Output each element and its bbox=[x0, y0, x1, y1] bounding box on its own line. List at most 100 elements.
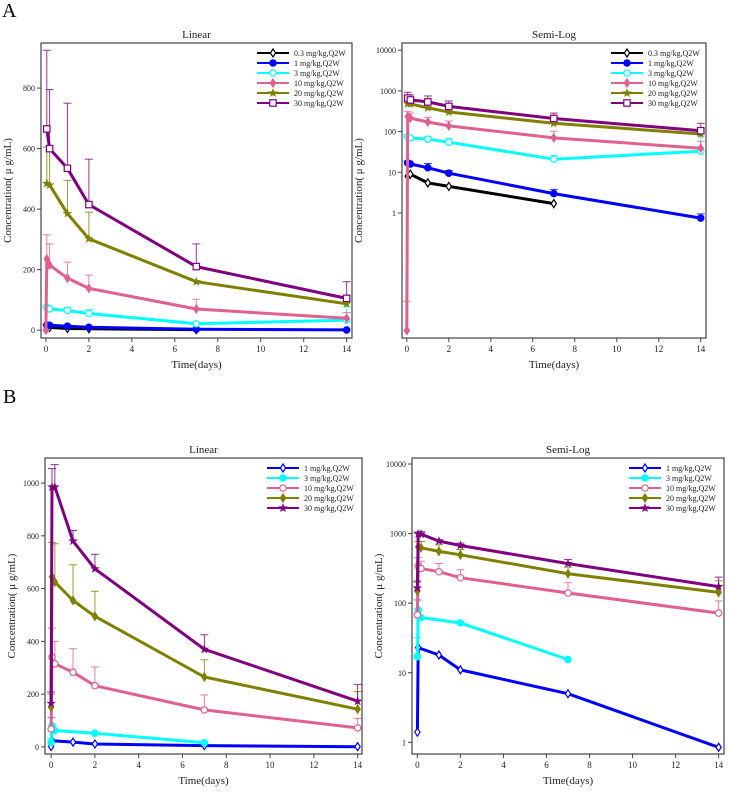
y-tick-label: 600 bbox=[23, 145, 35, 154]
x-tick-label: 2 bbox=[93, 760, 98, 770]
marker-square bbox=[42, 125, 51, 133]
marker-diamond bbox=[564, 568, 572, 579]
x-tick-label: 10 bbox=[612, 344, 622, 354]
marker-circle bbox=[445, 138, 453, 146]
x-tick-label: 14 bbox=[353, 760, 363, 770]
y-tick-label: 10 bbox=[398, 669, 406, 678]
marker-star bbox=[455, 540, 466, 550]
plot-area bbox=[41, 49, 352, 336]
marker-diamond bbox=[269, 47, 277, 59]
x-tick-label: 12 bbox=[671, 760, 680, 770]
x-tick-label: 4 bbox=[489, 344, 494, 354]
marker-diamond bbox=[201, 671, 208, 683]
marker-circle bbox=[424, 135, 432, 144]
marker-circle bbox=[549, 155, 558, 163]
marker-diamond bbox=[697, 143, 705, 154]
series-30mgkg bbox=[42, 49, 351, 303]
x-tick-label: 8 bbox=[224, 760, 229, 770]
marker-star bbox=[640, 503, 650, 513]
series-30mgkg bbox=[412, 529, 724, 593]
legend-label: 20 mg/kg,Q2W bbox=[294, 89, 344, 98]
marker-star bbox=[191, 276, 201, 286]
y-axis-label: Concentration( μ g/mL) bbox=[2, 138, 14, 243]
marker-circle bbox=[435, 567, 443, 576]
y-tick-label: 100 bbox=[384, 128, 396, 137]
marker-diamond bbox=[403, 325, 411, 336]
marker-diamond bbox=[641, 462, 649, 474]
chart-title: Semi-Log bbox=[532, 29, 576, 41]
marker-diamond bbox=[354, 741, 361, 752]
marker-square bbox=[696, 126, 705, 135]
series-30mgkg bbox=[46, 464, 362, 708]
x-tick-label: 8 bbox=[573, 344, 578, 354]
y-axis-label: Concentration( μ g/mL) bbox=[353, 138, 365, 243]
marker-diamond bbox=[414, 727, 421, 738]
marker-star bbox=[352, 696, 362, 706]
legend-label: 1 mg/kg,Q2W bbox=[294, 59, 340, 68]
plot-area bbox=[46, 464, 362, 752]
legend-label: 30 mg/kg,Q2W bbox=[648, 99, 698, 108]
panel-label-a: A bbox=[2, 0, 17, 22]
chart-a-semilog: Semi-Log 0 2 4 6 8 10 12 14 1 10 100 1000 10000 Time(d… bbox=[353, 29, 707, 371]
marker-diamond bbox=[279, 492, 287, 504]
chart-a-linear: Linear 0 2 4 6 8 10 12 14 0 200 400 600 800 Time(days)… bbox=[2, 29, 353, 371]
series-line bbox=[415, 646, 720, 749]
marker-diamond bbox=[269, 77, 277, 89]
marker-circle bbox=[85, 323, 93, 332]
chart-b-semilog: Semi-Log 0 2 4 6 8 10 12 14 1 10 100 1000 10000 Time(d… bbox=[373, 444, 725, 787]
marker-square bbox=[623, 99, 631, 107]
x-tick-label: 2 bbox=[87, 344, 92, 354]
x-axis-label: Time(days) bbox=[178, 775, 229, 787]
legend-label: 20 mg/kg,Q2W bbox=[666, 494, 716, 503]
marker-diamond bbox=[407, 112, 414, 124]
marker-diamond bbox=[641, 492, 649, 504]
plot-frame bbox=[44, 457, 363, 755]
marker-circle bbox=[200, 738, 209, 747]
x-tick-label: 0 bbox=[44, 344, 49, 354]
x-tick-label: 4 bbox=[501, 760, 506, 770]
y-tick-label: 1000 bbox=[390, 530, 406, 539]
legend-label: 20 mg/kg,Q2W bbox=[648, 89, 698, 98]
y-tick-label: 600 bbox=[27, 585, 39, 594]
marker-diamond bbox=[457, 664, 464, 675]
marker-diamond bbox=[64, 272, 71, 284]
marker-circle bbox=[623, 69, 631, 77]
marker-square bbox=[342, 294, 351, 303]
marker-star bbox=[563, 558, 573, 568]
marker-circle bbox=[456, 619, 465, 627]
marker-diamond bbox=[354, 704, 361, 715]
legend-label: 0.3 mg/kg,Q2W bbox=[294, 49, 346, 58]
marker-diamond bbox=[457, 549, 464, 560]
marker-diamond bbox=[623, 77, 631, 89]
marker-circle bbox=[63, 306, 72, 315]
legend-label: 0.3 mg/kg,Q2W bbox=[648, 49, 700, 58]
x-axis-label: Time(days) bbox=[171, 359, 222, 371]
legend-label: 3 mg/kg,Q2W bbox=[666, 474, 712, 483]
x-tick-label: 4 bbox=[136, 760, 141, 770]
legend-label: 30 mg/kg,Q2W bbox=[666, 504, 716, 513]
x-tick-label: 10 bbox=[256, 344, 266, 354]
marker-circle bbox=[641, 474, 649, 482]
marker-diamond bbox=[715, 587, 722, 598]
marker-diamond bbox=[343, 313, 350, 324]
plot-area bbox=[412, 529, 724, 753]
legend-label: 10 mg/kg,Q2W bbox=[294, 79, 344, 88]
series-line bbox=[45, 128, 347, 300]
chart-title: Linear bbox=[189, 444, 218, 456]
marker-circle bbox=[269, 59, 277, 67]
marker-circle bbox=[549, 189, 558, 198]
x-tick-label: 6 bbox=[173, 344, 178, 354]
marker-circle bbox=[192, 319, 201, 328]
marker-circle bbox=[641, 484, 649, 492]
marker-circle bbox=[413, 611, 422, 619]
marker-star bbox=[199, 644, 210, 654]
marker-square bbox=[45, 144, 54, 153]
marker-star bbox=[68, 536, 78, 546]
marker-star bbox=[278, 503, 288, 513]
marker-square bbox=[85, 200, 93, 209]
marker-star bbox=[423, 102, 433, 112]
marker-star bbox=[44, 179, 55, 189]
y-tick-label: 1 bbox=[392, 209, 396, 218]
